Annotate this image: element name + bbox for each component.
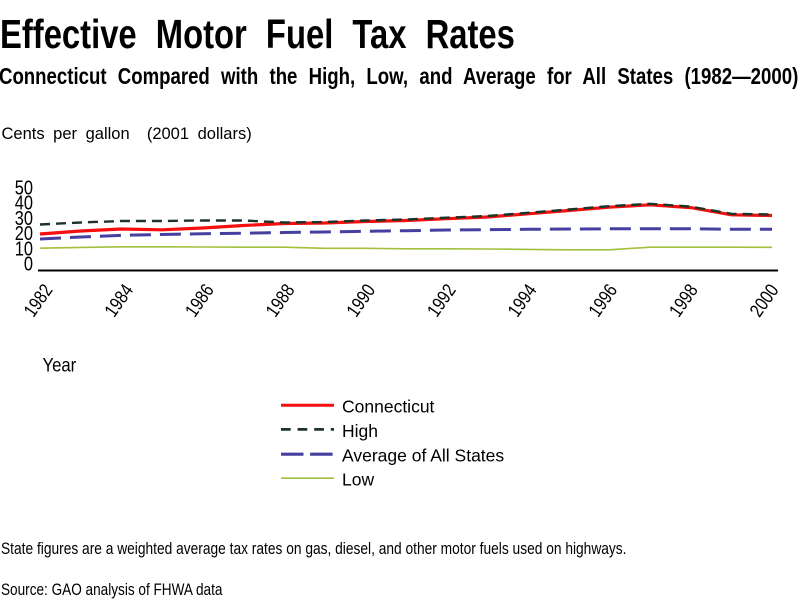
svg-text:Effective Motor Fuel Tax Rates: Effective Motor Fuel Tax Rates [0,10,515,56]
svg-text:10: 10 [15,237,33,260]
svg-text:40: 40 [15,191,33,214]
svg-text:0: 0 [24,252,33,275]
svg-text:Source: GAO analysis of FHWA d: Source: GAO analysis of FHWA data [1,581,223,600]
svg-text:Year: Year [43,355,77,376]
svg-text:High: High [342,421,378,441]
svg-text:Connecticut: Connecticut [342,397,435,417]
svg-text:20: 20 [15,222,33,245]
svg-text:State figures are a weighted a: State figures are a weighted average tax… [1,540,626,559]
svg-text:Average of All States: Average of All States [342,446,504,466]
svg-text:30: 30 [15,206,33,229]
svg-text:Connecticut Compared with the: Connecticut Compared with the High, Low,… [0,64,798,89]
svg-text:Cents per gallon (2001 dollar: Cents per gallon (2001 dollars) [2,125,252,143]
svg-text:50: 50 [15,176,33,199]
svg-text:Low: Low [342,469,374,489]
